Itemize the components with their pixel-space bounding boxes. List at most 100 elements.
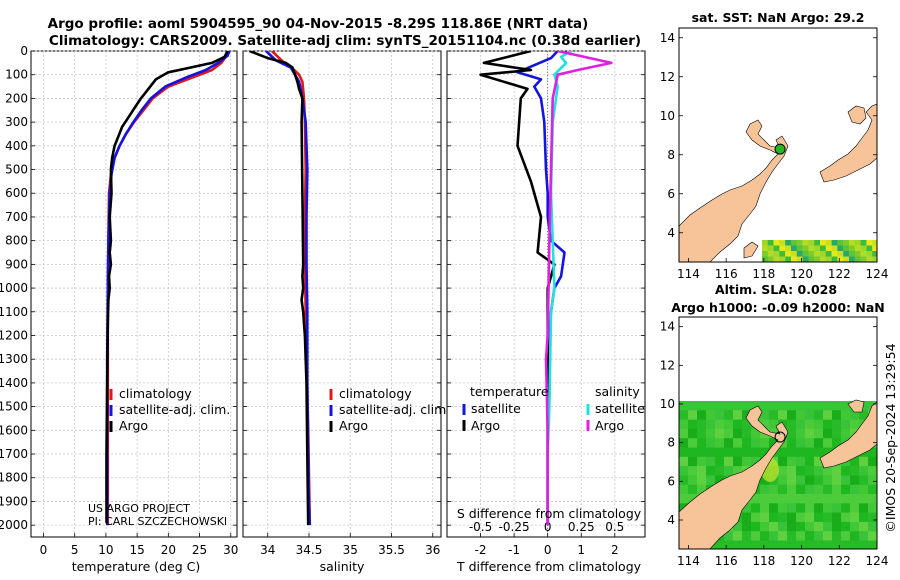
sla-cell <box>697 410 707 420</box>
sla-cell <box>733 419 743 430</box>
map-y-tick-label: 8 <box>667 148 675 162</box>
sla-cell <box>814 438 824 448</box>
sla-cell <box>805 512 815 523</box>
sla-cell <box>823 419 833 430</box>
sst-cell <box>825 256 832 262</box>
sla-cell <box>814 494 824 504</box>
sla-cell <box>751 428 761 439</box>
sla-cell <box>778 484 788 495</box>
sla-cell <box>805 531 815 541</box>
sla-cell <box>832 466 842 476</box>
sla-cell <box>841 466 851 476</box>
series-line-argo <box>105 51 229 523</box>
sla-cell <box>760 410 770 420</box>
y-tick-label: 1300 <box>0 352 28 366</box>
salinity-panel: 34 34.5 35 35.5 36 salinity climatology sate… <box>242 50 450 574</box>
sla-cell <box>805 475 815 485</box>
sla-cell <box>814 540 824 549</box>
x-tick-label: 2 <box>611 543 619 557</box>
sst-cell <box>854 240 861 246</box>
sla-cell <box>778 512 788 523</box>
sla-cell <box>742 401 752 411</box>
map-x-tick-label: 116 <box>715 267 738 281</box>
sla-cell <box>760 447 770 457</box>
y-tick-label: 0 <box>20 44 28 58</box>
sla-cell <box>697 456 707 467</box>
sla-cell <box>706 401 716 411</box>
sst-cell <box>796 256 803 262</box>
sla-cell <box>697 447 707 457</box>
sla-cell <box>769 503 779 513</box>
sla-cell <box>742 438 752 448</box>
sla-cell <box>715 447 725 457</box>
sla-cell <box>688 401 698 411</box>
difference-axes-frame <box>446 50 646 538</box>
map-y-tick-label: 4 <box>667 226 675 240</box>
sla-cell <box>832 521 842 532</box>
sla-cell <box>733 428 743 439</box>
sst-cell <box>773 251 780 257</box>
sla-cell <box>841 521 851 532</box>
sla-cell <box>841 540 851 549</box>
sst-cell <box>860 256 867 262</box>
sst-cell <box>808 251 815 257</box>
temperature-panel: 0100200300400500600700800900100011001200… <box>0 44 238 574</box>
sla-cell <box>832 512 842 523</box>
sla-cell <box>787 521 797 532</box>
sla-cell <box>796 401 806 411</box>
sla-cell <box>823 503 833 513</box>
sla-cell <box>814 512 824 523</box>
sla-cell <box>787 438 797 448</box>
sla-cell <box>679 410 689 420</box>
x-tick-label: 35 <box>343 543 358 557</box>
sla-cell <box>742 512 752 523</box>
sla-map-ticks: 114 116 118 120 122 124 4 6 8 10 12 14 <box>660 320 889 568</box>
sla-cell <box>868 466 877 476</box>
s-x-tick-label: -0.25 <box>499 520 530 534</box>
sla-cell <box>823 531 833 541</box>
sla-cell <box>814 410 824 420</box>
sla-cell <box>805 540 815 549</box>
t-difference-xlabel: T difference from climatology <box>456 559 642 574</box>
sla-cell <box>742 447 752 457</box>
sla-cell <box>715 428 725 439</box>
sla-cell <box>778 447 788 457</box>
sst-cell <box>854 251 861 257</box>
sla-cell <box>751 540 761 549</box>
sla-cell <box>715 438 725 448</box>
map-y-tick-label: 6 <box>667 474 675 488</box>
sla-cell <box>823 512 833 523</box>
sst-land-sulawesi <box>679 119 789 262</box>
sst-cell <box>802 256 809 262</box>
sla-cell <box>760 540 770 549</box>
sla-cell <box>805 410 815 420</box>
sla-cell <box>859 531 869 541</box>
sla-cell <box>859 401 869 411</box>
sst-cell <box>860 251 867 257</box>
d-legend-label-t-satellite: satellite <box>471 401 521 416</box>
argo-position-marker <box>774 143 786 155</box>
sla-cell <box>760 494 770 504</box>
sla-cell <box>760 521 770 532</box>
sla-cell <box>742 428 752 439</box>
d-legend-label-t-argo: Argo <box>471 418 500 433</box>
sst-cell <box>814 251 821 257</box>
x-tick-label: 30 <box>223 543 238 557</box>
sla-cell <box>787 475 797 485</box>
sla-map-title-line2: Argo h1000: -0.09 h2000: NaN <box>671 300 885 315</box>
map-x-tick-label: 114 <box>677 554 700 568</box>
sla-cell <box>733 531 743 541</box>
sla-cell <box>859 475 869 485</box>
map-y-tick-label: 10 <box>660 397 675 411</box>
sla-cell <box>688 456 698 467</box>
sla-cell <box>850 475 860 485</box>
sla-cell <box>859 494 869 504</box>
sst-cell <box>785 240 792 246</box>
sla-cell <box>751 401 761 411</box>
sst-cell <box>837 245 844 252</box>
sst-cell <box>779 251 786 257</box>
sla-cell <box>823 438 833 448</box>
sla-cell <box>814 531 824 541</box>
sla-cell <box>823 466 833 476</box>
sla-cell <box>859 466 869 476</box>
